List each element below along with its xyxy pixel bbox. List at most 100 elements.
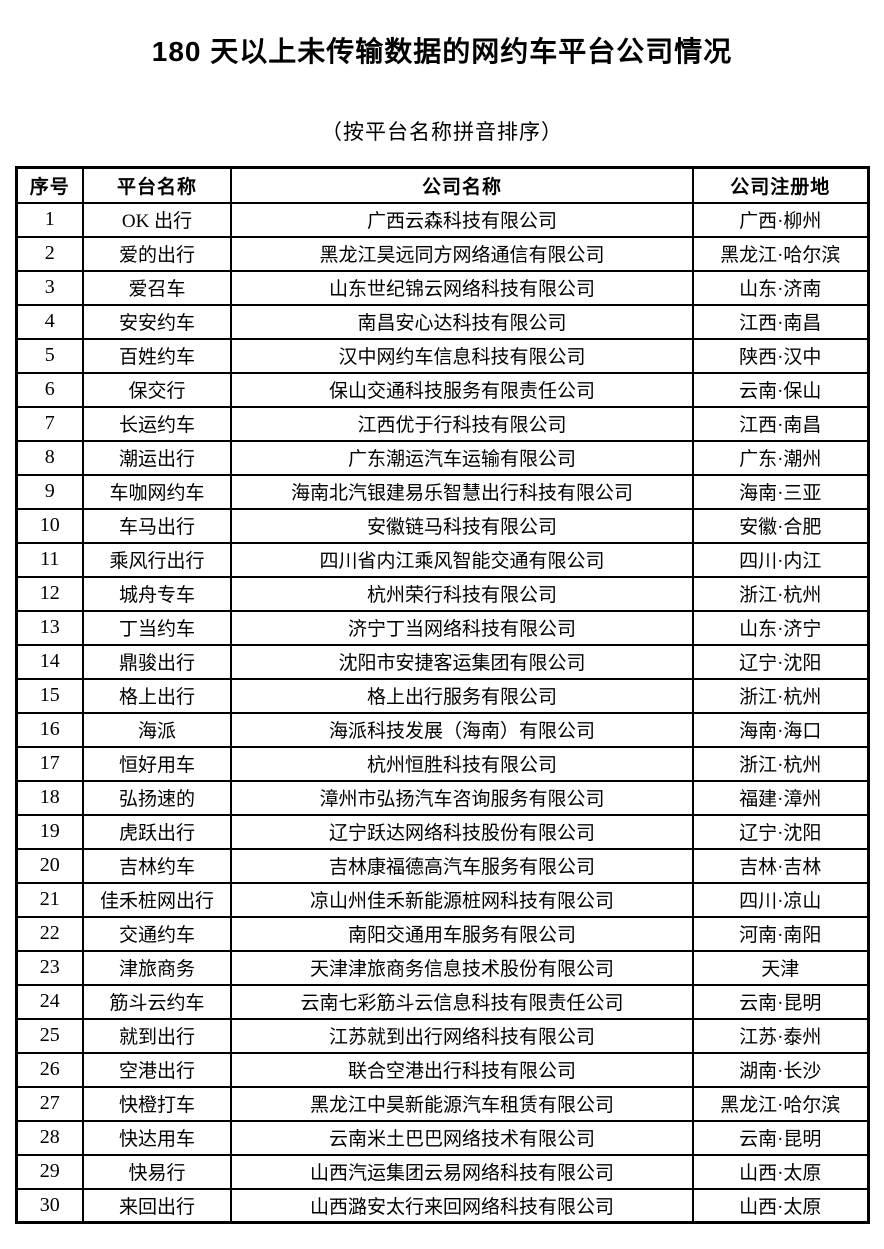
table-row: 30 来回出行 山西潞安太行来回网络科技有限公司 山西·太原	[15, 1187, 869, 1224]
platform-name-cell: 快易行	[82, 1153, 232, 1190]
row-number-cell: 5	[15, 337, 84, 374]
row-number-cell: 21	[15, 881, 84, 918]
platform-name-cell: 快达用车	[82, 1119, 232, 1156]
platform-name-cell: 虎跃出行	[82, 813, 232, 850]
platform-name-cell: 快橙打车	[82, 1085, 232, 1122]
registration-place-cell: 辽宁·沈阳	[692, 813, 869, 850]
table-row: 22 交通约车 南阳交通用车服务有限公司 河南·南阳	[15, 915, 869, 952]
table-row: 6 保交行 保山交通科技服务有限责任公司 云南·保山	[15, 371, 869, 408]
company-name-cell: 云南七彩筋斗云信息科技有限责任公司	[230, 983, 694, 1020]
company-name-cell: 联合空港出行科技有限公司	[230, 1051, 694, 1088]
row-number-cell: 8	[15, 439, 84, 476]
row-number-cell: 18	[15, 779, 84, 816]
table-row: 15 格上出行 格上出行服务有限公司 浙江·杭州	[15, 677, 869, 714]
registration-place-cell: 江西·南昌	[692, 303, 869, 340]
registration-place-cell: 山东·济宁	[692, 609, 869, 646]
company-name-cell: 天津津旅商务信息技术股份有限公司	[230, 949, 694, 986]
table-row: 18 弘扬速的 漳州市弘扬汽车咨询服务有限公司 福建·漳州	[15, 779, 869, 816]
company-name-cell: 杭州荣行科技有限公司	[230, 575, 694, 612]
table-row: 10 车马出行 安徽链马科技有限公司 安徽·合肥	[15, 507, 869, 544]
registration-place-cell: 河南·南阳	[692, 915, 869, 952]
table-row: 28 快达用车 云南米土巴巴网络技术有限公司 云南·昆明	[15, 1119, 869, 1156]
table-body: 1 OK 出行 广西云森科技有限公司 广西·柳州 2 爱的出行 黑龙江昊远同方网络通信有限公…	[15, 201, 869, 1224]
table-row: 26 空港出行 联合空港出行科技有限公司 湖南·长沙	[15, 1051, 869, 1088]
row-number-cell: 11	[15, 541, 84, 578]
company-name-cell: 海派科技发展（海南）有限公司	[230, 711, 694, 748]
registration-place-cell: 安徽·合肥	[692, 507, 869, 544]
registration-place-cell: 浙江·杭州	[692, 575, 869, 612]
platform-name-cell: 格上出行	[82, 677, 232, 714]
platform-name-cell: 城舟专车	[82, 575, 232, 612]
row-number-cell: 7	[15, 405, 84, 442]
row-number-cell: 17	[15, 745, 84, 782]
table-row: 20 吉林约车 吉林康福德高汽车服务有限公司 吉林·吉林	[15, 847, 869, 884]
table-row: 29 快易行 山西汽运集团云易网络科技有限公司 山西·太原	[15, 1153, 869, 1190]
row-number-cell: 1	[15, 201, 84, 238]
table-row: 7 长运约车 江西优于行科技有限公司 江西·南昌	[15, 405, 869, 442]
registration-place-cell: 海南·三亚	[692, 473, 869, 510]
row-number-cell: 16	[15, 711, 84, 748]
document-page: { "page": { "title": "180 天以上未传输数据的网约车平台…	[0, 30, 884, 1249]
row-number-cell: 24	[15, 983, 84, 1020]
row-number-cell: 13	[15, 609, 84, 646]
registration-place-cell: 山西·太原	[692, 1187, 869, 1224]
header-platform-name: 平台名称	[82, 166, 232, 204]
platform-name-cell: 长运约车	[82, 405, 232, 442]
company-name-cell: 漳州市弘扬汽车咨询服务有限公司	[230, 779, 694, 816]
table-row: 1 OK 出行 广西云森科技有限公司 广西·柳州	[15, 201, 869, 238]
row-number-cell: 9	[15, 473, 84, 510]
row-number-cell: 22	[15, 915, 84, 952]
table-row: 25 就到出行 江苏就到出行网络科技有限公司 江苏·泰州	[15, 1017, 869, 1054]
registration-place-cell: 海南·海口	[692, 711, 869, 748]
platform-name-cell: 鼎骏出行	[82, 643, 232, 680]
company-name-cell: 江苏就到出行网络科技有限公司	[230, 1017, 694, 1054]
registration-place-cell: 黑龙江·哈尔滨	[692, 235, 869, 272]
company-name-cell: 辽宁跃达网络科技股份有限公司	[230, 813, 694, 850]
platform-name-cell: 吉林约车	[82, 847, 232, 884]
row-number-cell: 28	[15, 1119, 84, 1156]
platform-name-cell: 佳禾桩网出行	[82, 881, 232, 918]
company-name-cell: 四川省内江乘风智能交通有限公司	[230, 541, 694, 578]
registration-place-cell: 辽宁·沈阳	[692, 643, 869, 680]
registration-place-cell: 浙江·杭州	[692, 745, 869, 782]
platform-name-cell: 车咖网约车	[82, 473, 232, 510]
table-row: 9 车咖网约车 海南北汽银建易乐智慧出行科技有限公司 海南·三亚	[15, 473, 869, 510]
company-name-cell: 汉中网约车信息科技有限公司	[230, 337, 694, 374]
registration-place-cell: 四川·内江	[692, 541, 869, 578]
company-name-cell: 杭州恒胜科技有限公司	[230, 745, 694, 782]
platform-name-cell: 津旅商务	[82, 949, 232, 986]
table-row: 24 筋斗云约车 云南七彩筋斗云信息科技有限责任公司 云南·昆明	[15, 983, 869, 1020]
platform-name-cell: 丁当约车	[82, 609, 232, 646]
header-registration-place: 公司注册地	[692, 166, 869, 204]
registration-place-cell: 天津	[692, 949, 869, 986]
page-title: 180 天以上未传输数据的网约车平台公司情况	[151, 36, 733, 67]
registration-place-cell: 吉林·吉林	[692, 847, 869, 884]
platform-name-cell: 海派	[82, 711, 232, 748]
row-number-cell: 19	[15, 813, 84, 850]
company-name-cell: 海南北汽银建易乐智慧出行科技有限公司	[230, 473, 694, 510]
company-name-cell: 江西优于行科技有限公司	[230, 405, 694, 442]
platform-name-cell: 爱的出行	[82, 235, 232, 272]
company-name-cell: 山西潞安太行来回网络科技有限公司	[230, 1187, 694, 1224]
registration-place-cell: 山西·太原	[692, 1153, 869, 1190]
platform-name-cell: 就到出行	[82, 1017, 232, 1054]
table-row: 19 虎跃出行 辽宁跃达网络科技股份有限公司 辽宁·沈阳	[15, 813, 869, 850]
table-row: 21 佳禾桩网出行 凉山州佳禾新能源桩网科技有限公司 四川·凉山	[15, 881, 869, 918]
table-row: 27 快橙打车 黑龙江中昊新能源汽车租赁有限公司 黑龙江·哈尔滨	[15, 1085, 869, 1122]
table-row: 23 津旅商务 天津津旅商务信息技术股份有限公司 天津	[15, 949, 869, 986]
company-name-cell: 山西汽运集团云易网络科技有限公司	[230, 1153, 694, 1190]
page-subtitle: （按平台名称拼音排序）	[321, 120, 563, 144]
registration-place-cell: 广西·柳州	[692, 201, 869, 238]
registration-place-cell: 广东·潮州	[692, 439, 869, 476]
company-name-cell: 黑龙江中昊新能源汽车租赁有限公司	[230, 1085, 694, 1122]
platform-name-cell: 乘风行出行	[82, 541, 232, 578]
row-number-cell: 4	[15, 303, 84, 340]
platform-name-cell: 百姓约车	[82, 337, 232, 374]
company-name-cell: 山东世纪锦云网络科技有限公司	[230, 269, 694, 306]
table-header-row: 序号 平台名称 公司名称 公司注册地	[15, 166, 869, 204]
registration-place-cell: 浙江·杭州	[692, 677, 869, 714]
table-row: 4 安安约车 南昌安心达科技有限公司 江西·南昌	[15, 303, 869, 340]
row-number-cell: 29	[15, 1153, 84, 1190]
company-name-cell: 南阳交通用车服务有限公司	[230, 915, 694, 952]
table-row: 17 恒好用车 杭州恒胜科技有限公司 浙江·杭州	[15, 745, 869, 782]
